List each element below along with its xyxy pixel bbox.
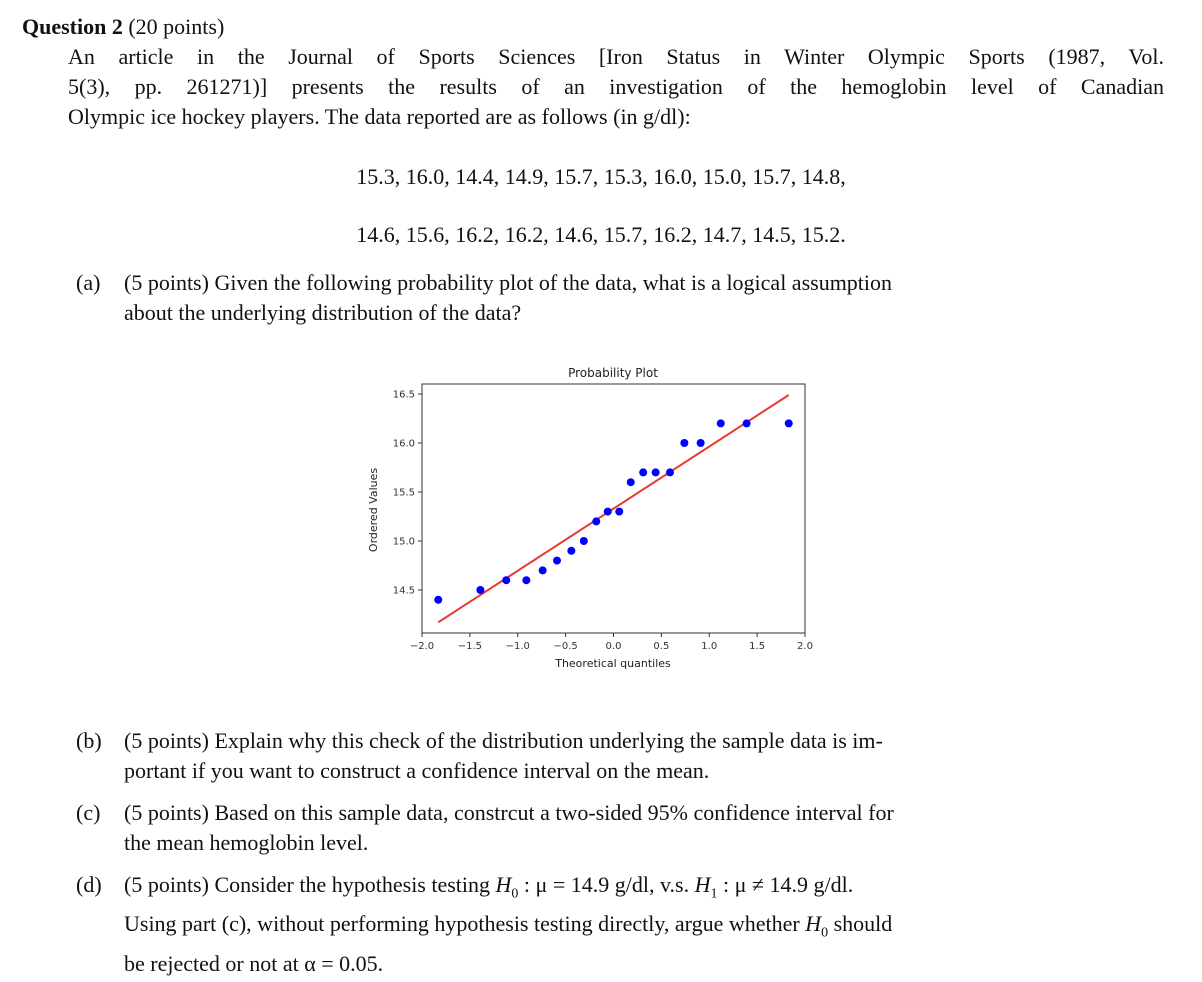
part-text-segment: (5 points) Consider the hypothesis testi… [124, 872, 496, 897]
data-point [538, 566, 547, 575]
data-point [639, 468, 648, 477]
y-tick-label: 16.0 [393, 439, 415, 450]
part-a: (a) (5 points) Given the following proba… [76, 268, 1164, 328]
y-axis-ticks: 14.5 15.0 15.5 16.0 16.5 [393, 390, 422, 597]
data-point [626, 478, 635, 487]
data-point [553, 556, 562, 565]
y-axis-label: Ordered Values [367, 468, 380, 552]
data-points [434, 419, 793, 604]
data-point [716, 419, 725, 428]
part-line: (5 points) Explain why this check of the… [124, 728, 883, 753]
part-label: (d) [76, 872, 102, 897]
x-tick-label: −0.5 [553, 641, 577, 652]
question-number: Question 2 [22, 14, 123, 39]
x-tick-label: −2.0 [410, 641, 434, 652]
data-point [476, 586, 485, 594]
data-point [434, 595, 443, 604]
math-h0: H [805, 911, 822, 937]
data-point [502, 576, 511, 585]
data-point [742, 419, 751, 428]
data-point [651, 468, 660, 477]
part-label: (b) [76, 728, 102, 753]
part-text-segment: be rejected or not at α = 0.05. [124, 950, 384, 976]
x-tick-label: 0.5 [653, 641, 669, 652]
math-subscript: 0 [511, 886, 519, 902]
x-tick-label: −1.0 [506, 641, 530, 652]
part-text-segment: : μ = 14.9 g/dl, v.s. [518, 872, 695, 897]
math-subscript: 1 [710, 886, 718, 902]
data-values-line-1: 15.3, 16.0, 14.4, 14.9, 15.7, 15.3, 16.0… [356, 164, 846, 189]
part-text-segment: should [828, 911, 893, 937]
x-axis-label: Theoretical quantiles [554, 657, 671, 670]
probability-plot: Probability Plot 14.5 15.0 15.5 16.0 16.5 −2… [360, 360, 820, 680]
part-text: (5 points) Consider the hypothesis testi… [124, 870, 1164, 979]
part-line: (5 points) Based on this sample data, co… [124, 800, 894, 825]
intro-line: An article in the Journal of Sports Scie… [68, 44, 1164, 69]
part-text-segment: : μ ≠ 14.9 g/dl. [717, 872, 854, 897]
question-heading: Question 2 (20 points) [22, 14, 224, 40]
fit-line [437, 394, 790, 624]
x-tick-label: 0.0 [606, 641, 622, 652]
data-point [615, 507, 624, 516]
part-label: (a) [76, 270, 101, 295]
part-line: the mean hemoglobin level. [124, 830, 369, 855]
y-tick-label: 14.5 [393, 586, 415, 597]
chart-title: Probability Plot [568, 366, 658, 380]
part-label: (c) [76, 800, 101, 825]
x-tick-label: −1.5 [458, 641, 482, 652]
x-axis-ticks: −2.0 −1.5 −1.0 −0.5 0.0 0.5 1.0 1.5 2.0 [410, 633, 813, 652]
math-subscript: 0 [821, 925, 829, 941]
x-tick-label: 2.0 [797, 641, 813, 652]
math-h0: H [495, 872, 512, 897]
part-text: (5 points) Explain why this check of the… [124, 726, 1164, 786]
data-values-line-2: 14.6, 15.6, 16.2, 16.2, 14.6, 15.7, 16.2… [356, 222, 846, 247]
y-tick-label: 15.0 [393, 537, 415, 548]
part-text: (5 points) Based on this sample data, co… [124, 798, 1164, 858]
data-point [603, 507, 612, 516]
data-point [579, 537, 588, 545]
data-point [592, 517, 601, 526]
math-h1: H [694, 872, 711, 897]
part-d: (d) (5 points) Consider the hypothesis t… [76, 870, 1164, 979]
part-text-segment: Using part (c), without performing hypot… [124, 911, 806, 937]
part-line: about the underlying distribution of the… [124, 300, 522, 325]
x-tick-label: 1.0 [701, 641, 717, 652]
data-point [784, 419, 793, 428]
part-text: (5 points) Given the following probabili… [124, 268, 1164, 328]
y-tick-label: 16.5 [393, 390, 415, 401]
intro-paragraph: An article in the Journal of Sports Scie… [68, 42, 1164, 132]
question-points: (20 points) [128, 14, 225, 39]
part-b: (b) (5 points) Explain why this check of… [76, 726, 1164, 786]
part-c: (c) (5 points) Based on this sample data… [76, 798, 1164, 858]
data-point [522, 576, 531, 585]
part-line: portant if you want to construct a confi… [124, 758, 710, 783]
intro-line: Olympic ice hockey players. The data rep… [68, 104, 691, 129]
data-point [567, 546, 576, 555]
data-point [680, 439, 689, 447]
data-point [696, 439, 705, 447]
part-line: (5 points) Given the following probabili… [124, 270, 893, 295]
intro-line: 5(3), pp. 261271)] presents the results … [68, 74, 1164, 99]
x-tick-label: 1.5 [749, 641, 765, 652]
data-point [665, 468, 674, 477]
y-tick-label: 15.5 [393, 488, 415, 499]
